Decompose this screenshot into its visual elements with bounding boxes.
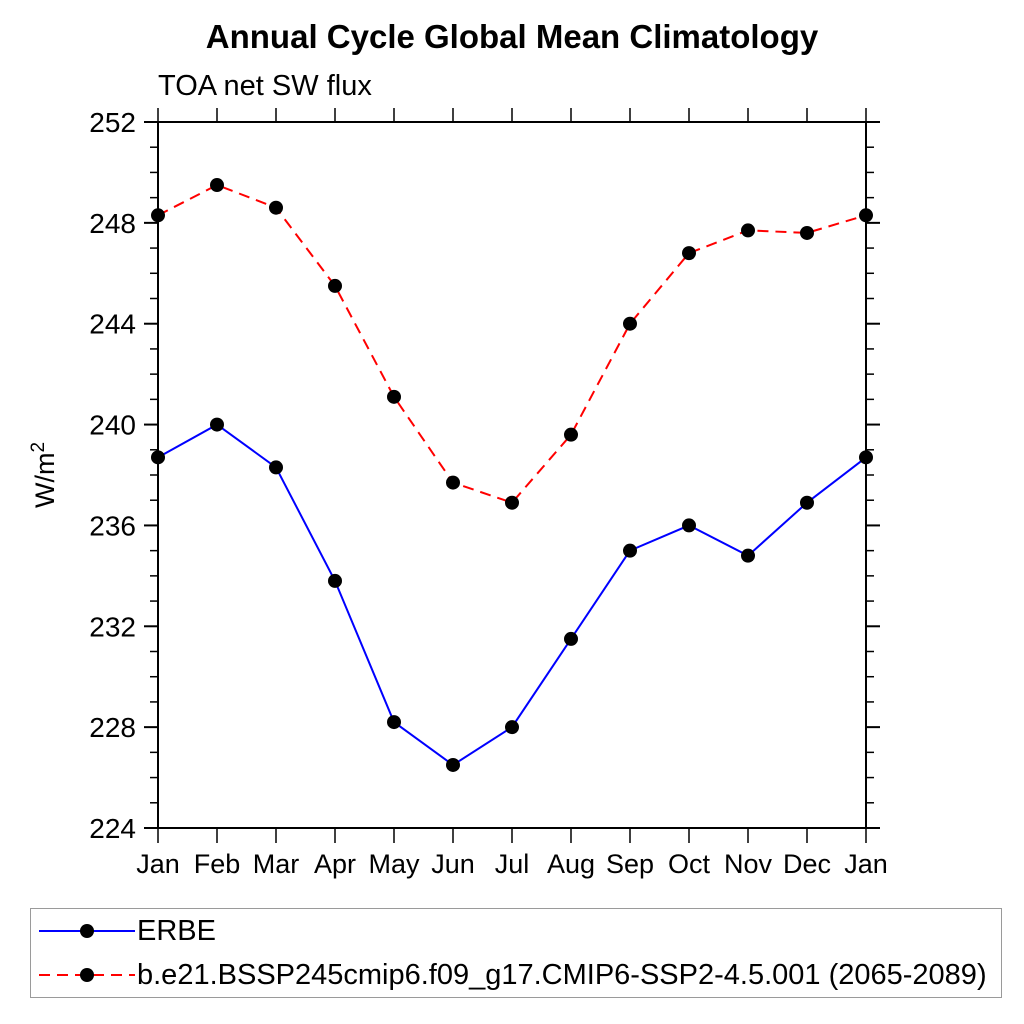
erbe-data-point-marker	[269, 460, 283, 475]
model-legend-label: b.e21.BSSP245cmip6.f09_g17.CMIP6-SSP2-4.…	[137, 958, 987, 991]
model-data-point-marker	[505, 495, 519, 510]
model-data-point-marker	[269, 200, 283, 215]
x-tick-label: Jun	[431, 849, 475, 879]
y-tick-label: 232	[89, 611, 136, 642]
y-tick-label: 244	[89, 309, 136, 340]
x-tick-label: Jan	[844, 849, 888, 879]
x-tick-label: Sep	[606, 849, 654, 879]
erbe-legend-label: ERBE	[137, 914, 216, 947]
erbe-line	[157, 423, 867, 767]
y-tick-label: 228	[89, 712, 136, 743]
model-data-point-marker	[328, 278, 342, 293]
x-tick-label: Apr	[314, 849, 356, 879]
erbe-data-point-marker	[151, 450, 165, 465]
erbe-data-point-marker	[446, 757, 460, 772]
model-line	[157, 183, 867, 504]
model-data-point-marker	[387, 389, 401, 404]
model-data-point-marker	[446, 475, 460, 490]
erbe-legend-marker	[80, 924, 94, 938]
y-tick-label: 252	[89, 107, 136, 138]
model-legend-line-sample	[39, 968, 135, 982]
erbe-data-point-marker	[741, 548, 755, 563]
erbe-data-point-marker	[800, 495, 814, 510]
model-data-point-marker	[564, 427, 578, 442]
model-data-point-marker	[741, 223, 755, 238]
erbe-legend-line-sample	[39, 924, 135, 938]
x-tick-label: Feb	[194, 849, 241, 879]
model-data-point-marker	[682, 246, 696, 261]
x-tick-label: May	[368, 849, 420, 879]
x-tick-label: Dec	[783, 849, 831, 879]
x-tick-label: Jul	[495, 849, 530, 879]
erbe-data-point-marker	[623, 543, 637, 558]
legend-entry-model: b.e21.BSSP245cmip6.f09_g17.CMIP6-SSP2-4.…	[31, 955, 1001, 995]
y-tick-label: 240	[89, 410, 136, 441]
x-tick-label: Mar	[253, 849, 300, 879]
erbe-data-point-marker	[682, 518, 696, 533]
erbe-data-point-marker	[505, 720, 519, 735]
model-data-point-marker	[859, 208, 873, 223]
x-tick-label: Oct	[668, 849, 711, 879]
erbe-data-point-marker	[210, 417, 224, 432]
x-tick-label: Aug	[547, 849, 595, 879]
x-tick-label: Jan	[136, 849, 180, 879]
y-tick-label: 224	[89, 813, 136, 844]
y-tick-label: 236	[89, 510, 136, 541]
erbe-data-point-marker	[564, 631, 578, 646]
model-data-point-marker	[623, 316, 637, 331]
erbe-data-point-marker	[387, 715, 401, 730]
y-axis-label: W/m2	[28, 442, 60, 508]
model-data-point-marker	[151, 208, 165, 223]
legend: ERBE b.e21.BSSP245cmip6.f09_g17.CMIP6-SSP…	[30, 908, 1002, 998]
erbe-data-point-marker	[859, 450, 873, 465]
model-data-point-marker	[800, 225, 814, 240]
chart-title: Annual Cycle Global Mean Climatology	[205, 18, 819, 55]
model-data-point-marker	[210, 178, 224, 193]
chart-subtitle: TOA net SW flux	[158, 70, 372, 102]
x-tick-label: Nov	[724, 849, 773, 879]
y-tick-label: 248	[89, 208, 136, 239]
legend-entry-erbe: ERBE	[31, 911, 1001, 951]
model-legend-marker	[80, 968, 94, 982]
erbe-data-point-marker	[328, 573, 342, 588]
